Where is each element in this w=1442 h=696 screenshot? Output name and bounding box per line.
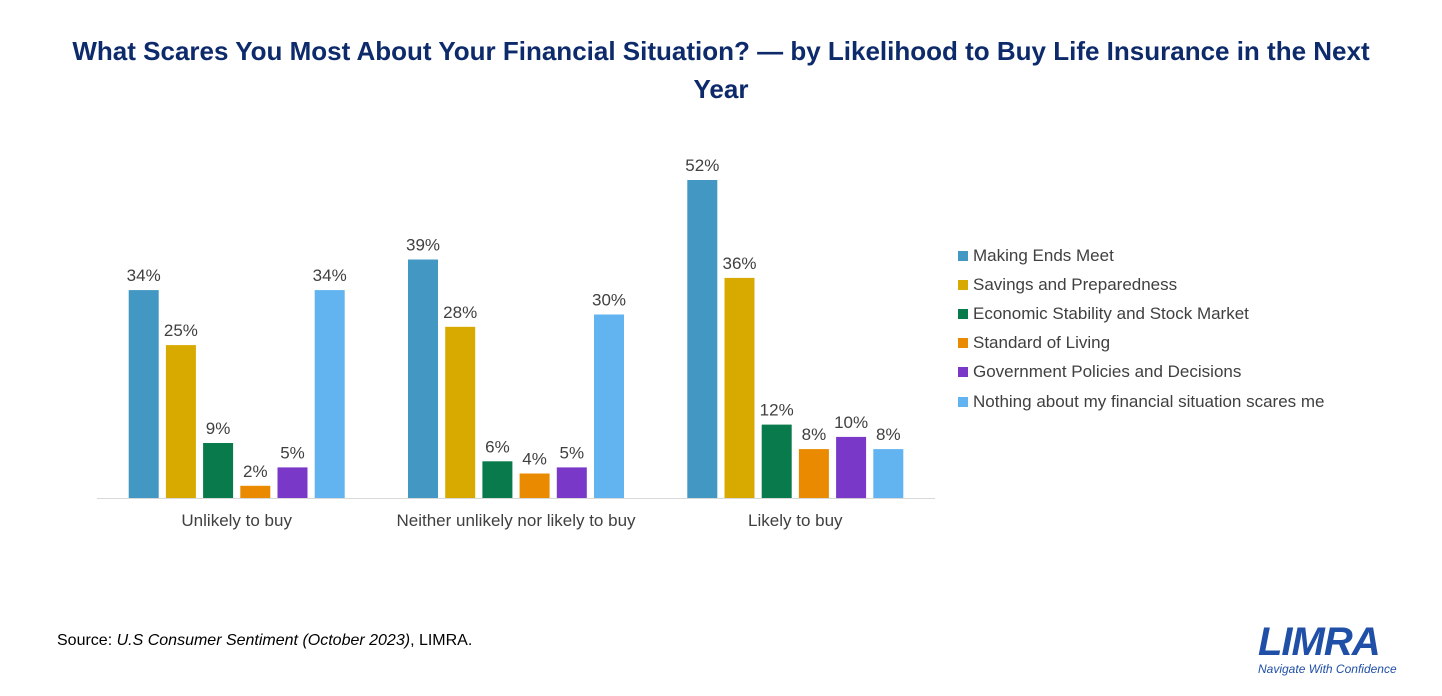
legend-swatch	[958, 367, 968, 378]
legend-label: Standard of Living	[973, 333, 1111, 353]
data-label: 2%	[243, 462, 268, 481]
data-label: 8%	[802, 425, 827, 444]
data-label: 34%	[127, 266, 161, 285]
data-label: 9%	[206, 419, 231, 438]
legend-swatch	[958, 279, 968, 290]
data-label: 8%	[876, 425, 901, 444]
source-prefix: Source:	[57, 632, 117, 649]
bar	[836, 436, 867, 499]
chart-title: What Scares You Most About Your Financia…	[72, 36, 1370, 104]
data-label: 39%	[406, 236, 440, 255]
data-label: 30%	[592, 291, 626, 310]
data-label: 36%	[722, 254, 756, 273]
category-label: Likely to buy	[748, 511, 843, 530]
data-label: 5%	[280, 443, 305, 462]
data-label: 28%	[443, 303, 477, 322]
legend-item: Savings and Preparedness	[958, 270, 1325, 299]
bar	[556, 467, 587, 498]
category-label: Unlikely to buy	[181, 511, 292, 530]
bar	[519, 473, 550, 498]
bar	[482, 461, 513, 498]
bar	[724, 277, 755, 498]
category-label: Neither unlikely nor likely to buy	[396, 511, 636, 530]
legend-item: Nothing about my financial situation sca…	[958, 387, 1325, 416]
data-label: 6%	[485, 437, 510, 456]
legend-item: Making Ends Meet	[958, 241, 1325, 270]
bar	[128, 290, 159, 498]
legend-label: Savings and Preparedness	[973, 274, 1178, 294]
source-note: Source: U.S Consumer Sentiment (October …	[57, 632, 472, 650]
bar	[445, 326, 476, 498]
bar	[165, 345, 196, 498]
bar	[761, 424, 792, 498]
legend-swatch	[958, 250, 968, 261]
chart-legend: Making Ends Meet Savings and Preparedness…	[958, 241, 1325, 416]
bar	[873, 449, 904, 498]
bar	[687, 180, 718, 498]
bar	[240, 485, 271, 498]
legend-swatch	[958, 396, 968, 407]
bar	[594, 314, 624, 498]
data-label: 34%	[313, 266, 347, 285]
legend-item: Government Policies and Decisions	[958, 358, 1325, 387]
legend-label: Government Policies and Decisions	[973, 362, 1242, 382]
legend-item: Standard of Living	[958, 329, 1325, 358]
data-label: 12%	[760, 401, 794, 420]
data-label: 4%	[522, 450, 547, 469]
bar	[408, 259, 438, 498]
logo-mark: LIMRA	[1258, 620, 1381, 664]
bar	[203, 443, 234, 498]
source-title: U.S Consumer Sentiment (October 2023)	[116, 632, 411, 649]
data-label: 25%	[164, 321, 198, 340]
data-label: 10%	[834, 413, 868, 432]
legend-swatch	[958, 308, 968, 319]
legend-swatch	[958, 338, 968, 349]
data-label: 52%	[685, 156, 719, 175]
bar	[314, 290, 345, 498]
legend-label: Making Ends Meet	[973, 245, 1114, 265]
bar	[277, 467, 308, 498]
legend-item: Economic Stability and Stock Market	[958, 299, 1325, 328]
legend-label: Economic Stability and Stock Market	[973, 303, 1249, 323]
source-suffix: , LIMRA.	[410, 632, 473, 649]
bar	[798, 449, 829, 498]
legend-label: Nothing about my financial situation sca…	[973, 391, 1325, 411]
logo-tagline: Navigate With Confidence	[1258, 662, 1397, 676]
limra-logo: LIMRA Navigate With Confidence	[1258, 622, 1408, 682]
data-label: 5%	[560, 443, 585, 462]
